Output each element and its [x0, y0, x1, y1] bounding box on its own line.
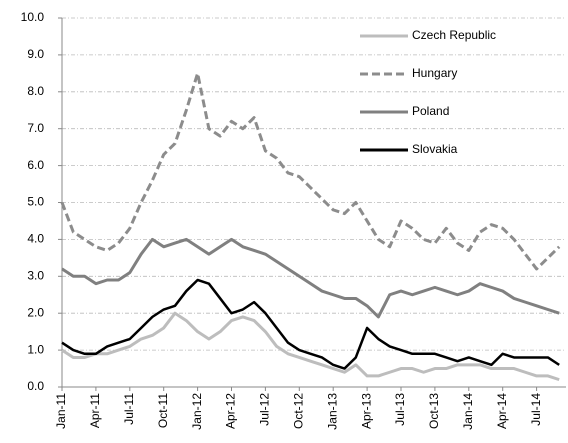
y-tick-label: 6.0	[27, 158, 44, 172]
legend-label: Czech Republic	[412, 28, 496, 42]
legend-label: Poland	[412, 104, 449, 118]
x-tick-label: Apr-13	[359, 393, 373, 429]
series-line	[61, 278, 560, 370]
legend-label: Slovakia	[412, 142, 458, 156]
y-tick-label: 8.0	[27, 84, 44, 98]
x-tick-label: Oct-11	[156, 393, 170, 428]
x-tick-label: Apr-14	[495, 393, 509, 429]
series-line	[60, 71, 561, 271]
y-tick-label: 7.0	[27, 121, 44, 135]
x-tick-label: Jan-12	[190, 393, 204, 430]
x-tick-label: Jul-12	[258, 393, 272, 426]
x-tick-label: Oct-13	[427, 393, 441, 429]
y-tick-label: 4.0	[27, 232, 44, 246]
x-tick-label: Jan-13	[325, 393, 339, 430]
y-tick-label: 5.0	[27, 195, 44, 209]
legend-label: Hungary	[412, 66, 457, 80]
y-tick-label: 1.0	[27, 342, 44, 356]
y-tick-label: 2.0	[27, 305, 44, 319]
x-tick-label: Apr-12	[224, 393, 238, 429]
x-tick-label: Jul-11	[122, 393, 136, 425]
series-line	[61, 237, 560, 319]
x-tick-label: Jan-14	[461, 393, 475, 430]
x-tick-label: Apr-11	[88, 393, 102, 428]
x-tick-label: Jul-14	[529, 393, 543, 426]
y-tick-label: 3.0	[27, 268, 44, 282]
y-tick-label: 0.0	[27, 379, 44, 393]
x-tick-label: Jan-11	[54, 393, 68, 429]
x-tick-label: Oct-12	[291, 393, 305, 429]
y-tick-label: 9.0	[27, 47, 44, 61]
x-tick-label: Jul-13	[393, 393, 407, 426]
y-tick-label: 10.0	[21, 10, 45, 24]
series-line	[61, 311, 560, 382]
